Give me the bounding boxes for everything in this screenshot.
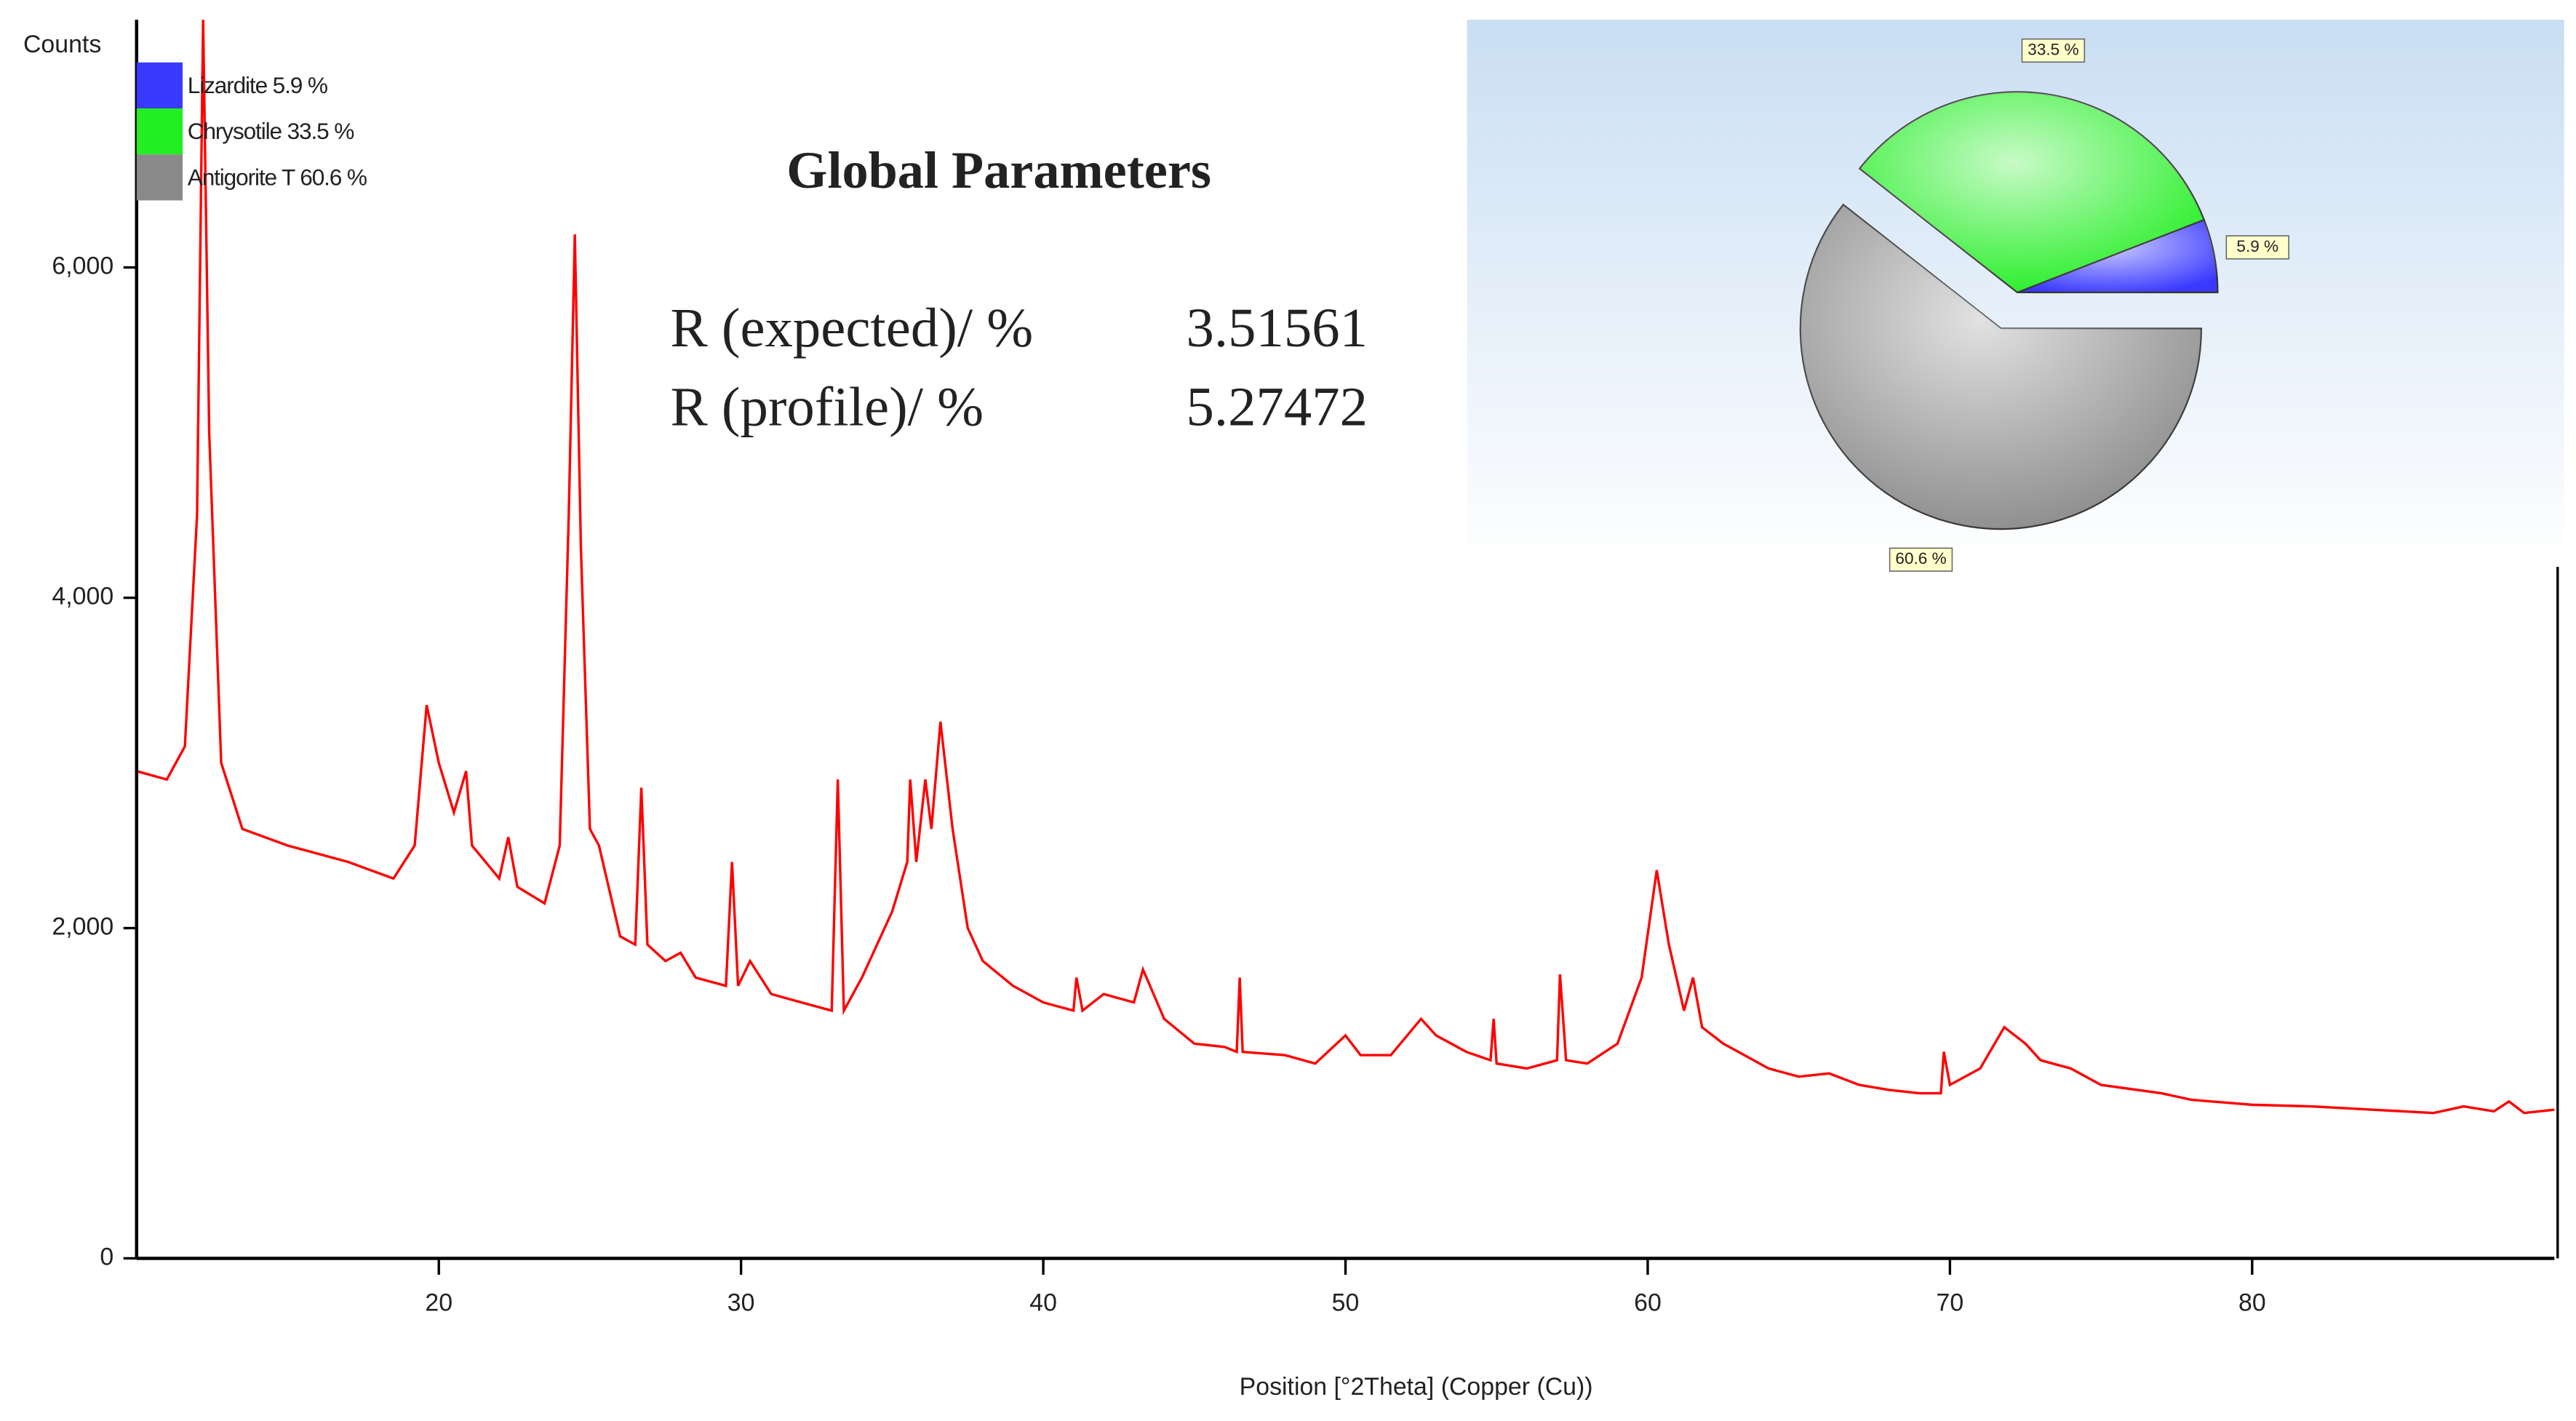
x-tick-label: 40: [1029, 1289, 1057, 1317]
x-tick-label: 80: [2238, 1289, 2266, 1317]
pie-shine: [1859, 92, 2204, 292]
annotation-title: Global Parameters: [786, 141, 1211, 199]
pie-label: 33.5 %: [2027, 40, 2078, 58]
y-tick-label: 2,000: [52, 912, 113, 940]
y-axis-label: Counts: [23, 31, 101, 58]
pie-label-box: [2225, 235, 2289, 260]
y-tick-label: 4,000: [52, 582, 113, 610]
data-line: [136, 20, 2555, 1115]
y-tick-label: 0: [100, 1243, 113, 1270]
pie-shine: [2017, 220, 2218, 292]
x-tick-label: 50: [1332, 1289, 1360, 1317]
legend-swatch: [136, 108, 183, 155]
parameter-value: 3.51561: [1187, 297, 1368, 359]
parameter-label: R (profile)/ %: [671, 375, 984, 437]
x-tick-label: 70: [1937, 1289, 1964, 1317]
x-tick-label: 60: [1634, 1289, 1662, 1317]
pie-label: 5.9 %: [2236, 237, 2278, 255]
legend-swatch: [136, 154, 183, 201]
legend-label: Lizardite 5.9 %: [188, 72, 327, 98]
legend-swatch: [136, 62, 183, 109]
pie-label-box: [2021, 38, 2086, 63]
pie-label-box: [1889, 547, 1953, 572]
x-tick-label: 20: [425, 1289, 452, 1317]
y-tick-label: 6,000: [52, 252, 113, 280]
x-axis-label: Position [°2Theta] (Copper (Cu)): [1240, 1373, 1593, 1401]
legend-label: Chrysotile 33.5 %: [188, 118, 354, 144]
pie-label: 60.6 %: [1895, 549, 1946, 568]
legend-label: Antigorite T 60.6 %: [188, 164, 367, 190]
parameter-label: R (expected)/ %: [671, 297, 1034, 359]
parameter-value: 5.27472: [1187, 375, 1368, 437]
x-tick-label: 30: [727, 1289, 755, 1317]
pie-shine: [1800, 204, 2201, 530]
